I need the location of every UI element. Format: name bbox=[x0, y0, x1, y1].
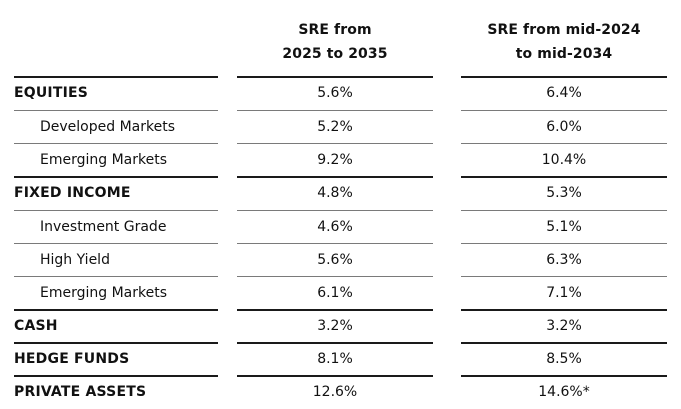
sre-2025-2035-value: 6.1% bbox=[317, 285, 353, 301]
asset-subclass-label: Emerging Markets bbox=[40, 152, 168, 168]
column-header-line: to mid-2034 bbox=[515, 46, 613, 62]
row-divider bbox=[237, 110, 433, 111]
row-divider bbox=[237, 210, 433, 211]
asset-subclass-label: Emerging Markets bbox=[40, 285, 168, 301]
row-divider bbox=[461, 210, 667, 211]
asset-subclass-label: High Yield bbox=[40, 252, 110, 268]
row-divider bbox=[237, 342, 433, 344]
table-row-emerging-markets-equity: Emerging Markets 9.2% 10.4% bbox=[0, 143, 681, 176]
sre-2025-2035-value: 9.2% bbox=[317, 152, 353, 168]
table-row-investment-grade: Investment Grade 4.6% 5.1% bbox=[0, 210, 681, 243]
row-divider bbox=[237, 76, 433, 78]
row-divider bbox=[14, 143, 218, 144]
asset-subclass-label: Developed Markets bbox=[40, 119, 176, 135]
row-divider bbox=[14, 375, 218, 377]
sre-mid2024-mid2034-value: 14.6%* bbox=[538, 384, 590, 400]
row-divider bbox=[237, 309, 433, 311]
row-divider bbox=[461, 110, 667, 111]
sre-2025-2035-value: 8.1% bbox=[317, 351, 353, 367]
asset-class-label: CASH bbox=[14, 318, 58, 334]
row-divider bbox=[237, 375, 433, 377]
sre-2025-2035-value: 3.2% bbox=[317, 318, 353, 334]
table-row-hedge-funds: HEDGE FUNDS 8.1% 8.5% bbox=[0, 342, 681, 375]
returns-table: SRE from 2025 to 2035 SRE from mid-2024 … bbox=[0, 18, 681, 400]
sre-2025-2035-value: 4.6% bbox=[317, 219, 353, 235]
row-divider bbox=[14, 342, 218, 344]
row-divider bbox=[461, 375, 667, 377]
row-divider bbox=[461, 76, 667, 78]
sre-2025-2035-value: 12.6% bbox=[312, 384, 358, 400]
row-divider bbox=[461, 243, 667, 244]
row-divider bbox=[14, 110, 218, 111]
sre-mid2024-mid2034-value: 6.0% bbox=[546, 119, 582, 135]
column-header-line: SRE from mid-2024 bbox=[487, 22, 641, 38]
sre-mid2024-mid2034-value: 3.2% bbox=[546, 318, 582, 334]
asset-class-label: PRIVATE ASSETS bbox=[14, 384, 147, 400]
column-header-line: 2025 to 2035 bbox=[282, 46, 388, 62]
row-divider bbox=[237, 276, 433, 277]
row-divider bbox=[14, 176, 218, 178]
row-divider bbox=[237, 243, 433, 244]
row-divider bbox=[237, 176, 433, 178]
row-divider bbox=[461, 276, 667, 277]
table-row-high-yield: High Yield 5.6% 6.3% bbox=[0, 243, 681, 276]
sre-mid2024-mid2034-value: 6.4% bbox=[546, 85, 582, 101]
table-row-cash: CASH 3.2% 3.2% bbox=[0, 309, 681, 342]
column-header-sre-2025-2035: SRE from 2025 to 2035 bbox=[237, 18, 433, 66]
table-row-fixed-income: FIXED INCOME 4.8% 5.3% bbox=[0, 176, 681, 209]
table-row-emerging-markets-debt: Emerging Markets 6.1% 7.1% bbox=[0, 276, 681, 309]
column-header-sre-mid2024-mid2034: SRE from mid-2024 to mid-2034 bbox=[461, 18, 667, 66]
sre-2025-2035-value: 5.2% bbox=[317, 119, 353, 135]
row-divider bbox=[14, 76, 218, 78]
asset-class-label: EQUITIES bbox=[14, 85, 89, 101]
row-divider bbox=[461, 309, 667, 311]
sre-mid2024-mid2034-value: 7.1% bbox=[546, 285, 582, 301]
sre-mid2024-mid2034-value: 6.3% bbox=[546, 252, 582, 268]
row-divider bbox=[461, 176, 667, 178]
asset-class-label: FIXED INCOME bbox=[14, 185, 131, 201]
row-divider bbox=[14, 243, 218, 244]
row-divider bbox=[461, 143, 667, 144]
row-divider bbox=[14, 210, 218, 211]
sre-2025-2035-value: 4.8% bbox=[317, 185, 353, 201]
sre-mid2024-mid2034-value: 5.1% bbox=[546, 219, 582, 235]
asset-subclass-label: Investment Grade bbox=[40, 219, 167, 235]
sre-2025-2035-value: 5.6% bbox=[317, 252, 353, 268]
row-divider bbox=[461, 342, 667, 344]
row-divider bbox=[14, 309, 218, 311]
sre-mid2024-mid2034-value: 10.4% bbox=[541, 152, 587, 168]
row-divider bbox=[237, 143, 433, 144]
sre-mid2024-mid2034-value: 8.5% bbox=[546, 351, 582, 367]
table-row-developed-markets: Developed Markets 5.2% 6.0% bbox=[0, 110, 681, 143]
sre-2025-2035-value: 5.6% bbox=[317, 85, 353, 101]
asset-class-label: HEDGE FUNDS bbox=[14, 351, 130, 367]
column-header-line: SRE from bbox=[298, 22, 372, 38]
table-row-private-assets: PRIVATE ASSETS 12.6% 14.6%* bbox=[0, 375, 681, 408]
row-divider bbox=[14, 276, 218, 277]
table-row-equities: EQUITIES 5.6% 6.4% bbox=[0, 76, 681, 109]
sre-mid2024-mid2034-value: 5.3% bbox=[546, 185, 582, 201]
